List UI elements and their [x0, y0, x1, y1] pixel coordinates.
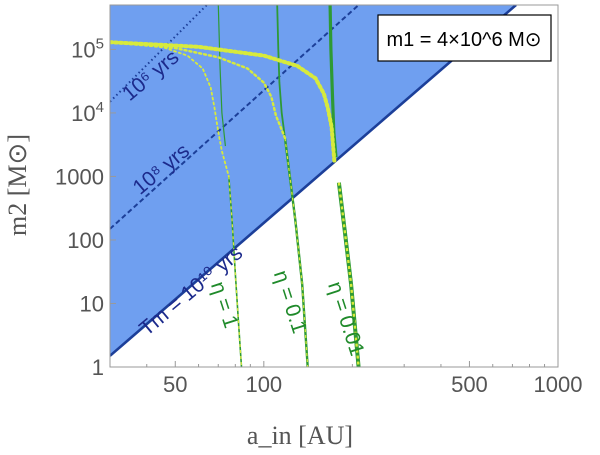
y-tick-exponent: 4 — [96, 99, 104, 116]
x-tick-label: 50 — [163, 372, 187, 397]
y-tick-label: 1000 — [55, 164, 104, 189]
eta-curve-upper-1 — [217, 5, 226, 147]
y-axis-title: m2 [M⊙] — [3, 134, 32, 236]
legend-box: m1 = 4×10^6 M⊙ — [377, 14, 552, 62]
boundary-curve-1 — [110, 41, 230, 178]
plot-frame — [109, 4, 559, 368]
annotation-4: η = 1 — [206, 279, 242, 331]
x-tick-label: 100 — [245, 372, 282, 397]
boundary-curve-3 — [110, 40, 337, 166]
boundary-curve-2 — [110, 41, 287, 140]
y-tick-label: 100 — [67, 228, 104, 253]
eta-curve-upper-2 — [276, 5, 286, 139]
eta-curve-dash-1 — [228, 176, 243, 367]
axes: 50 100 500 1000 1 10 100 1000 104 105 — [55, 35, 582, 397]
y-tick-exponent: 5 — [96, 35, 104, 52]
legend-text: m1 = 4×10^6 M⊙ — [386, 29, 541, 51]
y-tick-label: 1 — [92, 355, 104, 380]
x-tick-label: 1000 — [534, 372, 583, 397]
eta-curve-dash-2 — [284, 138, 309, 367]
merger-time-line-dotted — [110, 5, 208, 103]
plot-area — [110, 5, 517, 367]
merger-time-line-solid — [110, 5, 517, 357]
y-tick-label: 104 — [71, 99, 104, 126]
annotation-6: η = 0.01 — [323, 279, 369, 359]
x-tick-label: 500 — [451, 372, 488, 397]
y-tick-label: 10 — [80, 291, 104, 316]
y-tick-label: 105 — [71, 35, 104, 62]
eta-curve-dash-3 — [337, 182, 360, 367]
x-axis-title: a_in [AU] — [247, 421, 353, 450]
